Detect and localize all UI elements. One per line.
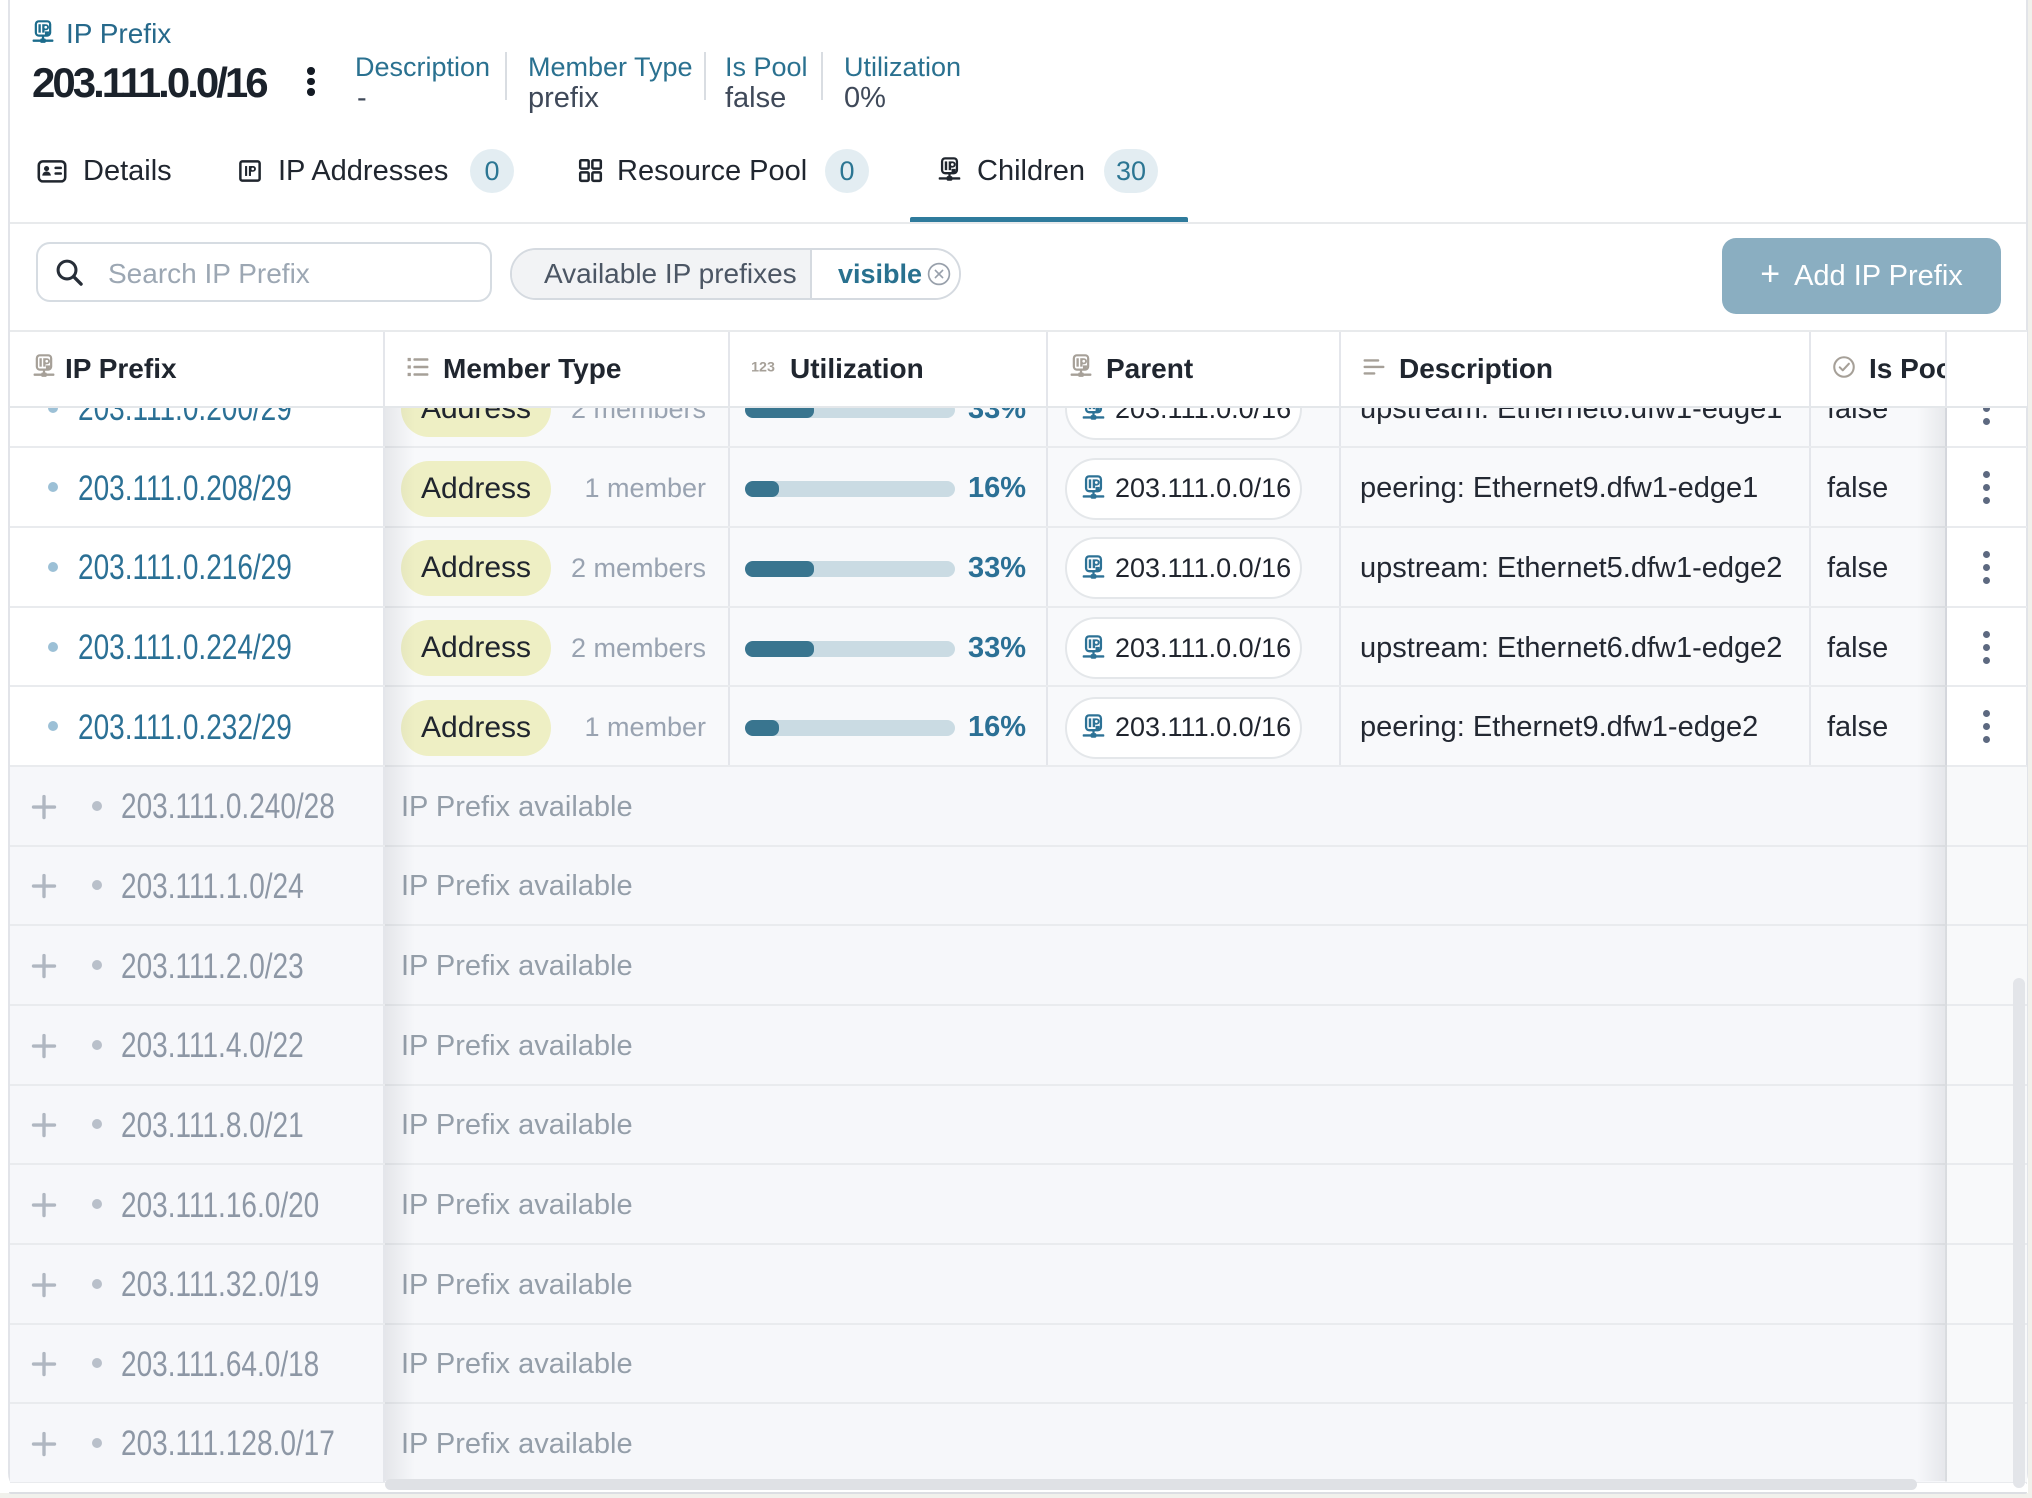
svg-text:123: 123 [751,359,775,375]
